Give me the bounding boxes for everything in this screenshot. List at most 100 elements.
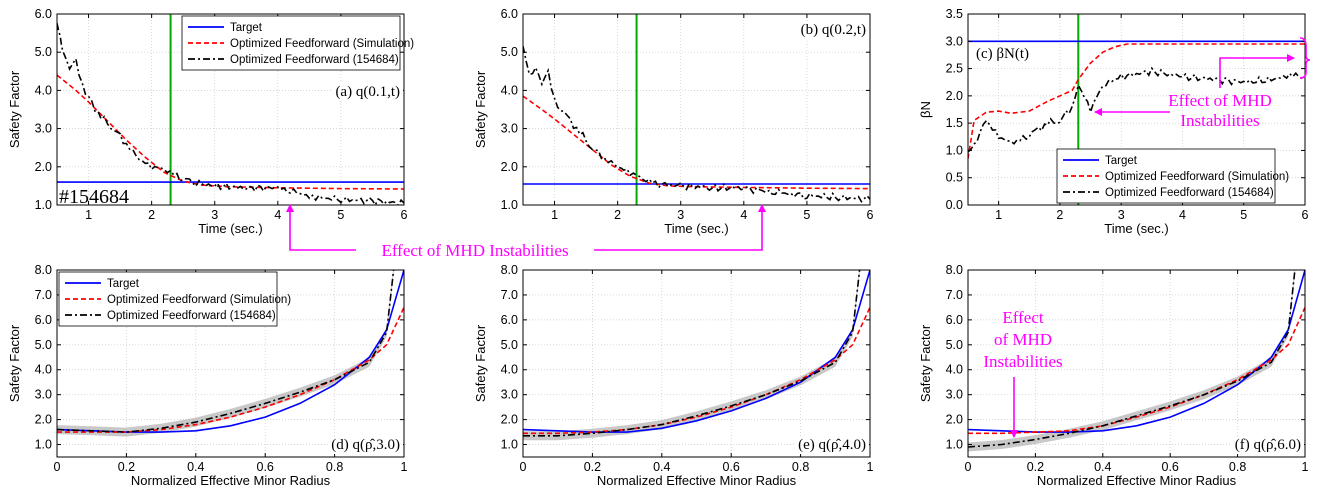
x-tick-label-e: 0.2: [584, 460, 601, 474]
y-tick-label-c: 0.0: [946, 198, 963, 212]
y-tick-label-e: 3.0: [501, 388, 518, 402]
x-axis-label-c: Time (sec.): [1104, 221, 1169, 236]
panel-b: 1 2 3 4 5 6 1.0 2.0 3.0 4.0 5.0 6.0 Time (sec.) Safet…: [473, 7, 874, 236]
y-axis-label-f: Safety Factor: [918, 324, 933, 402]
y-tick-label-c: 2.0: [946, 89, 963, 103]
legend-label-simulation: Optimized Feedforward (Simulation): [107, 294, 291, 306]
y-tick-label-b: 6.0: [501, 7, 518, 21]
x-tick-label-d: 0.6: [257, 460, 274, 474]
x-tick-label-a: 5: [337, 208, 344, 222]
x-tick-label-c: 6: [1302, 208, 1309, 222]
panel-title-c: (c) βN(t): [976, 46, 1029, 62]
plot-area-b: [523, 14, 870, 205]
y-tick-label-a: 5.0: [35, 45, 52, 59]
y-tick-label-f: 2.0: [946, 413, 963, 427]
legend-c: Target Optimized Feedforward (Simulation)…: [1057, 149, 1289, 203]
x-axis-label-e: Normalized Effective Minor Radius: [597, 473, 797, 488]
y-tick-label-f: 6.0: [946, 313, 963, 327]
legend-label-target: Target: [107, 278, 140, 290]
y-tick-label-c: 0.5: [946, 171, 963, 185]
plot-area-e: [523, 270, 870, 457]
y-tick-label-d: 4.0: [35, 363, 52, 377]
x-tick-label-a: 6: [401, 208, 408, 222]
y-tick-label-d: 8.0: [35, 263, 52, 277]
x-tick-label-d: 0.4: [187, 460, 204, 474]
x-tick-label-d: 1: [401, 460, 408, 474]
y-tick-label-a: 6.0: [35, 7, 52, 21]
x-tick-label-f: 0.2: [1027, 460, 1044, 474]
y-axis-label-c: βN: [918, 101, 933, 118]
legend-label-simulation: Optimized Feedforward (Simulation): [1105, 171, 1289, 183]
y-axis-label-d: Safety Factor: [7, 324, 22, 402]
x-tick-label-f: 0.4: [1094, 460, 1111, 474]
y-tick-label-a: 2.0: [35, 160, 52, 174]
y-tick-label-d: 2.0: [35, 413, 52, 427]
y-tick-label-d: 6.0: [35, 313, 52, 327]
y-tick-label-a: 4.0: [35, 83, 52, 97]
y-tick-label-f: 8.0: [946, 263, 963, 277]
legend-label-experiment: Optimized Feedforward (154684): [1105, 187, 1274, 199]
x-tick-label-b: 4: [740, 208, 747, 222]
panel-a: 1 2 3 4 5 6 1.0 2.0 3.0 4.0 5.0 6.0 Time (sec.) Safet…: [7, 7, 414, 236]
y-tick-label-c: 2.5: [946, 62, 963, 76]
x-tick-label-d: 0: [54, 460, 61, 474]
x-tick-label-c: 3: [1118, 208, 1125, 222]
x-tick-label-e: 0.4: [653, 460, 670, 474]
y-tick-label-c: 1.5: [946, 116, 963, 130]
x-tick-label-e: 1: [867, 460, 874, 474]
y-tick-label-e: 1.0: [501, 438, 518, 452]
y-tick-label-e: 8.0: [501, 263, 518, 277]
y-tick-label-b: 3.0: [501, 122, 518, 136]
x-tick-label-b: 2: [614, 208, 621, 222]
x-tick-label-c: 5: [1240, 208, 1247, 222]
mhd-annotation-center: Effect of MHD Instabilities: [381, 241, 568, 260]
x-axis-label-a: Time (sec.): [198, 221, 263, 236]
x-axis-label-f: Normalized Effective Minor Radius: [1037, 473, 1237, 488]
x-tick-label-a: 2: [148, 208, 155, 222]
x-tick-label-c: 4: [1179, 208, 1186, 222]
x-tick-label-a: 4: [274, 208, 281, 222]
y-tick-label-f: 1.0: [946, 438, 963, 452]
mhd-annotation-f-line1: Effect: [1002, 308, 1043, 327]
x-tick-label-f: 1: [1302, 460, 1309, 474]
x-tick-label-d: 0.8: [326, 460, 343, 474]
y-tick-label-b: 1.0: [501, 198, 518, 212]
x-tick-label-b: 1: [551, 208, 558, 222]
x-tick-label-b: 6: [867, 208, 874, 222]
x-tick-label-c: 1: [995, 208, 1002, 222]
x-tick-label-e: 0: [520, 460, 527, 474]
x-tick-label-d: 0.2: [118, 460, 135, 474]
legend-label-simulation: Optimized Feedforward (Simulation): [230, 38, 414, 50]
legend-label-target: Target: [230, 22, 263, 34]
mhd-annotation-c-line1: Effect of MHD: [1168, 91, 1272, 110]
x-tick-label-f: 0: [965, 460, 972, 474]
y-tick-label-e: 2.0: [501, 413, 518, 427]
y-tick-label-b: 2.0: [501, 160, 518, 174]
panel-e: 0 0.2 0.4 0.6 0.8 1 1.0 2.0 3.0 4.0 5.0 6.0 7.0 8.0 No…: [473, 263, 874, 488]
y-tick-label-a: 3.0: [35, 122, 52, 136]
y-tick-label-d: 1.0: [35, 438, 52, 452]
mhd-annotation-f-line2: of MHD: [994, 330, 1052, 349]
x-axis-label-d: Normalized Effective Minor Radius: [131, 473, 331, 488]
x-tick-label-b: 5: [803, 208, 810, 222]
y-axis-label-b: Safety Factor: [473, 70, 488, 148]
x-axis-label-b: Time (sec.): [664, 221, 729, 236]
shot-number-label: #154684: [59, 186, 129, 208]
panel-title-b: (b) q(0.2,t): [801, 22, 866, 38]
mhd-bracket-left: [290, 205, 356, 250]
y-tick-label-e: 7.0: [501, 288, 518, 302]
legend-label-target: Target: [1105, 155, 1138, 167]
panel-title-f: (f) q(ρ̂,6.0): [1235, 437, 1301, 453]
y-tick-label-a: 1.0: [35, 198, 52, 212]
y-tick-label-c: 3.0: [946, 34, 963, 48]
x-tick-label-b: 3: [677, 208, 684, 222]
panel-d: 0 0.2 0.4 0.6 0.8 11.02.03.04.05.06.07.08.0No…: [7, 263, 408, 488]
panel-f: 0 0.2 0.4 0.6 0.8 1 1.0 2.0 3.0 4.0 5.0 6.0 7.0 8.0 No…: [918, 263, 1309, 488]
legend-label-experiment: Optimized Feedforward (154684): [230, 54, 399, 66]
panel-title-e: (e) q(ρ̂,4.0): [798, 437, 866, 453]
y-tick-label-c: 1.0: [946, 143, 963, 157]
y-tick-label-f: 4.0: [946, 363, 963, 377]
legend-d: Target Optimized Feedforward (Simulation)…: [59, 272, 291, 326]
panel-title-a: (a) q(0.1,t): [335, 84, 400, 100]
